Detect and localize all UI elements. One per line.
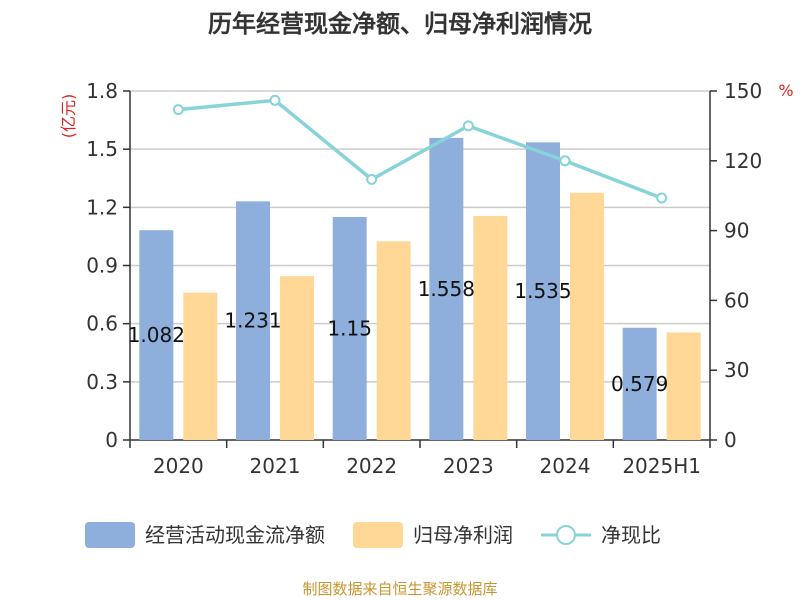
ratio-point (656, 192, 668, 204)
y-left-tick-label: 0.9 (86, 254, 118, 278)
bar-cashflow (236, 201, 270, 440)
y-left-tick-label: 0.6 (86, 312, 118, 336)
ratio-point (559, 155, 571, 167)
y-right-tick-label: 60 (724, 288, 749, 312)
left-axis-unit: (亿元) (59, 94, 78, 139)
right-axis-unit: % (778, 81, 793, 100)
legend-label: 经营活动现金流净额 (145, 523, 325, 547)
y-left-tick-label: 1.8 (86, 79, 118, 103)
y-left-tick-label: 1.5 (86, 137, 118, 161)
bar-net-profit (183, 292, 218, 440)
data-label: 1.15 (327, 317, 372, 341)
data-label: 0.579 (611, 372, 668, 396)
x-tick-label: 2023 (443, 454, 494, 478)
ratio-line (172, 94, 668, 204)
bars (139, 137, 701, 440)
legend-label: 归母净利润 (413, 523, 513, 547)
ratio-point (172, 104, 184, 116)
bar-net-profit (473, 216, 508, 440)
data-label: 1.231 (224, 309, 281, 333)
data-label: 1.535 (514, 279, 571, 303)
y-right-tick-label: 150 (724, 79, 762, 103)
data-labels: 1.082 1.231 1.15 1.558 1.535 0.579 (128, 277, 669, 396)
ratio-point (462, 120, 474, 132)
bar-net-profit (280, 276, 314, 440)
bar-cashflow (332, 217, 367, 440)
grid-lines (130, 90, 710, 383)
y-right-tick-label: 30 (724, 358, 749, 382)
axes: 0 0.3 0.6 0.9 1.2 1.5 1.8 0 30 60 90 120 150 2020 2021… (86, 79, 762, 478)
data-label: 1.082 (128, 323, 185, 347)
x-tick-label: 2021 (250, 454, 301, 478)
y-left-tick-label: 1.2 (86, 195, 118, 219)
y-right-tick-label: 120 (724, 149, 762, 173)
y-left-tick-label: 0.3 (86, 370, 118, 394)
bar-cashflow (526, 142, 560, 440)
source-note: 制图数据来自恒生聚源数据库 (302, 580, 497, 598)
data-label: 1.558 (418, 277, 475, 301)
y-right-tick-label: 90 (724, 219, 749, 243)
chart-title: 历年经营现金净额、归母净利润情况 (208, 10, 592, 38)
ratio-line-path (178, 98, 663, 200)
bar-net-profit (570, 192, 604, 440)
bar-cashflow (429, 137, 464, 440)
legend-swatch (353, 522, 403, 548)
x-tick-label: 2024 (540, 454, 591, 478)
x-tick-label: 2025H1 (622, 454, 701, 478)
y-right-tick-label: 0 (724, 428, 737, 452)
legend-marker (556, 525, 576, 545)
ratio-point (366, 173, 378, 185)
y-left-tick-label: 0 (105, 428, 118, 452)
legend: 经营活动现金流净额 归母净利润 净现比 (85, 522, 661, 548)
legend-label: 净现比 (601, 523, 661, 547)
x-tick-label: 2020 (153, 454, 204, 478)
bar-net-profit (376, 241, 411, 440)
x-tick-label: 2022 (346, 454, 397, 478)
ratio-point (269, 94, 281, 106)
legend-swatch (85, 522, 135, 548)
bar-cashflow (139, 230, 174, 440)
bar-net-profit (666, 332, 701, 440)
bar-cashflow (622, 327, 657, 440)
